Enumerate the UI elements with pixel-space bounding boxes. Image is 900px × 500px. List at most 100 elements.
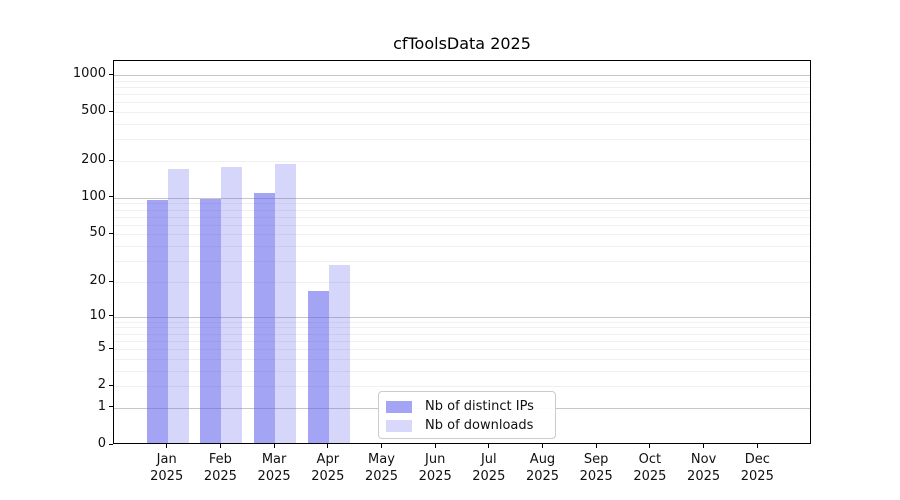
chart-title: cfToolsData 2025: [393, 34, 531, 53]
y-tick-mark: [109, 73, 113, 75]
year-label: 2025: [257, 469, 291, 484]
bar-downloads-jan: [167, 168, 189, 443]
minor-gridline: [114, 333, 810, 335]
major-gridline: [114, 75, 810, 77]
y-tick-label: 2: [97, 377, 106, 393]
minor-gridline: [114, 80, 810, 82]
major-gridline: [114, 197, 810, 199]
minor-gridline: [114, 327, 810, 329]
legend-label-distinct-ips: Nb of distinct IPs: [425, 399, 534, 414]
minor-gridline: [114, 124, 810, 126]
month-label: May: [368, 452, 395, 467]
minor-gridline: [114, 161, 810, 162]
minor-gridline: [114, 224, 810, 226]
y-tick-label: 100: [81, 188, 106, 204]
month-label: Aug: [529, 452, 556, 467]
y-tick-label: 1: [97, 398, 106, 414]
bar-downloads-feb: [221, 167, 243, 443]
y-tick-label: 5: [97, 340, 106, 356]
x-tick-label-apr: Apr 2025: [296, 451, 360, 485]
minor-gridline: [114, 261, 810, 263]
y-tick-mark: [109, 233, 113, 234]
y-tick-label: 200: [81, 152, 106, 167]
x-tick-mark: [756, 444, 758, 448]
year-label: 2025: [311, 469, 345, 484]
y-tick-mark: [109, 406, 113, 408]
minor-gridline: [114, 216, 810, 218]
year-label: 2025: [687, 469, 721, 484]
x-tick-label-nov: Nov 2025: [672, 451, 736, 485]
bar-distinct-ips-feb: [200, 199, 222, 443]
month-label: Jan: [156, 452, 177, 467]
minor-gridline: [114, 349, 810, 351]
y-tick-label: 20: [89, 272, 106, 288]
y-tick-label: 1000: [72, 66, 106, 82]
legend-swatch-downloads: [386, 419, 412, 432]
bar-downloads-apr: [328, 264, 350, 443]
month-label: Dec: [744, 452, 770, 467]
minor-gridline: [114, 112, 810, 114]
legend-swatch-distinct-ips: [386, 400, 412, 413]
year-label: 2025: [364, 469, 399, 484]
y-tick-label: 50: [89, 225, 106, 241]
minor-gridline: [114, 321, 810, 323]
y-tick-mark: [109, 110, 113, 112]
x-tick-mark: [595, 444, 597, 448]
x-tick-mark: [649, 444, 651, 448]
year-label: 2025: [525, 469, 560, 484]
month-label: Feb: [208, 452, 232, 467]
y-tick-mark: [109, 347, 113, 349]
year-label: 2025: [633, 469, 667, 484]
month-label: Jul: [480, 452, 497, 467]
bar-distinct-ips-jan: [146, 200, 168, 443]
year-label: 2025: [579, 469, 613, 484]
x-tick-label-mar: Mar 2025: [242, 451, 306, 485]
month-label: Oct: [638, 452, 662, 467]
minor-gridline: [114, 209, 810, 211]
month-label: Mar: [261, 452, 287, 467]
x-tick-label-oct: Oct 2025: [618, 451, 682, 485]
x-tick-label-may: May 2025: [350, 451, 414, 485]
x-tick-mark: [166, 444, 168, 448]
minor-gridline: [114, 358, 810, 360]
minor-gridline: [114, 102, 810, 104]
y-tick-mark: [109, 159, 113, 161]
bar-downloads-mar: [275, 164, 297, 443]
minor-gridline: [114, 94, 810, 96]
y-tick-label: 500: [81, 103, 106, 119]
minor-gridline: [114, 370, 810, 372]
x-tick-mark: [488, 444, 490, 448]
month-label: Jun: [425, 452, 446, 467]
legend: Nb of distinct IPs Nb of downloads: [378, 391, 556, 439]
year-label: 2025: [203, 469, 237, 484]
x-tick-mark: [703, 444, 705, 448]
legend-label-downloads: Nb of downloads: [425, 418, 534, 433]
y-tick-mark: [109, 280, 113, 282]
year-label: 2025: [472, 469, 506, 484]
plot-area: [113, 60, 811, 444]
month-label: Sep: [583, 452, 609, 467]
x-tick-mark: [273, 444, 275, 448]
y-tick-mark: [109, 315, 113, 317]
y-tick-mark: [109, 384, 113, 386]
minor-gridline: [114, 340, 810, 342]
month-label: Apr: [316, 452, 340, 467]
bar-distinct-ips-apr: [307, 291, 329, 443]
minor-gridline: [114, 86, 810, 88]
x-tick-label-dec: Dec 2025: [725, 451, 789, 485]
month-label: Nov: [690, 452, 717, 467]
minor-gridline: [114, 234, 810, 236]
y-tick-label: 10: [89, 307, 106, 323]
minor-gridline: [114, 386, 810, 388]
x-tick-mark: [381, 444, 382, 448]
legend-row: Nb of distinct IPs: [386, 397, 555, 416]
legend-row: Nb of downloads: [386, 416, 555, 435]
y-tick-mark: [109, 196, 113, 198]
minor-gridline: [114, 139, 810, 141]
x-tick-mark: [327, 444, 329, 448]
x-tick-mark: [542, 444, 543, 448]
x-tick-label-jun: Jun 2025: [403, 451, 467, 485]
year-label: 2025: [740, 469, 774, 484]
y-tick-mark: [109, 443, 113, 445]
